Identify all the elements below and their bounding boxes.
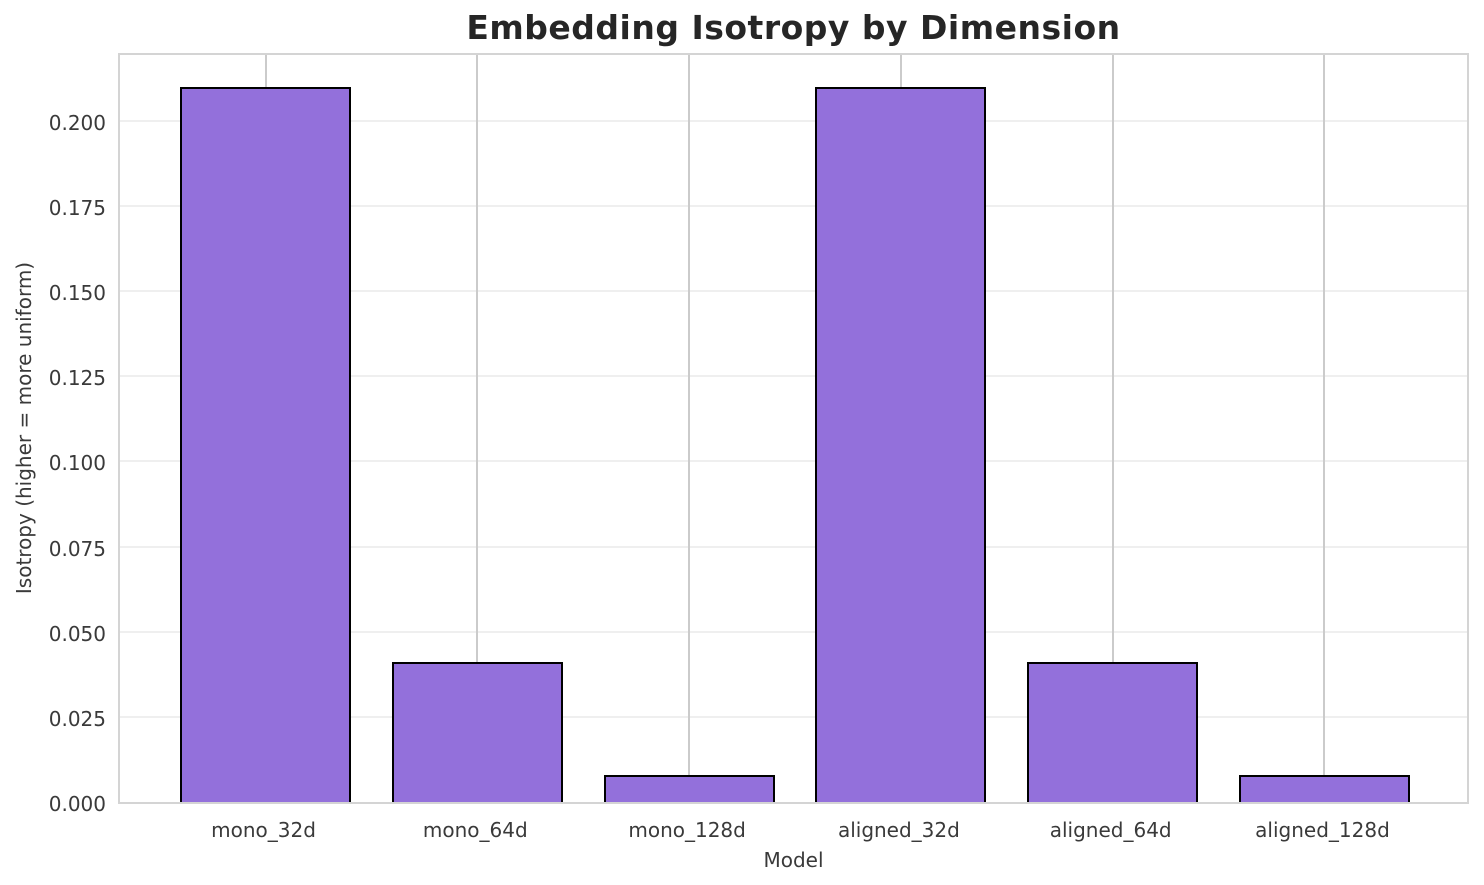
x-tick-label-mono_128d: mono_128d [628,818,746,842]
gridline-horizontal [120,290,1467,293]
x-tick-label-mono_32d: mono_32d [211,818,316,842]
gridline-vertical [476,55,479,802]
plot-area [118,53,1469,804]
x-axis-label: Model [763,848,824,872]
y-tick-label: 0.000 [48,792,106,816]
y-tick-label: 0.150 [48,281,106,306]
x-tick-label-aligned_64d: aligned_64d [1049,818,1172,842]
y-tick-label: 0.100 [48,451,106,476]
y-tick-label: 0.050 [48,621,106,646]
gridline-horizontal [120,630,1467,633]
gridline-horizontal [120,204,1467,207]
y-tick-label: 0.125 [48,366,106,391]
x-tick-label-aligned_32d: aligned_32d [837,818,960,842]
gridline-horizontal [120,460,1467,463]
gridline-horizontal [120,119,1467,122]
bar-aligned_64d [1027,662,1199,802]
bar-mono_64d [391,662,563,802]
y-tick-label: 0.175 [48,195,106,220]
y-tick-label: 0.075 [48,536,106,561]
gridline-vertical [1111,55,1114,802]
gridline-horizontal [120,715,1467,718]
bar-mono_32d [180,86,351,802]
gridline-vertical [688,55,691,802]
gridline-horizontal [120,545,1467,548]
bar-aligned_32d [815,86,987,802]
bar-aligned_128d [1238,774,1410,802]
x-tick-label-mono_64d: mono_64d [422,818,528,842]
x-tick-label-aligned_128d: aligned_128d [1255,818,1390,842]
bar-mono_128d [603,774,775,802]
y-tick-label: 0.200 [48,110,106,135]
y-tick-label: 0.025 [48,706,106,731]
gridline-vertical [1323,55,1326,802]
chart-title: Embedding Isotropy by Dimension [466,8,1121,47]
gridline-horizontal [120,375,1467,378]
